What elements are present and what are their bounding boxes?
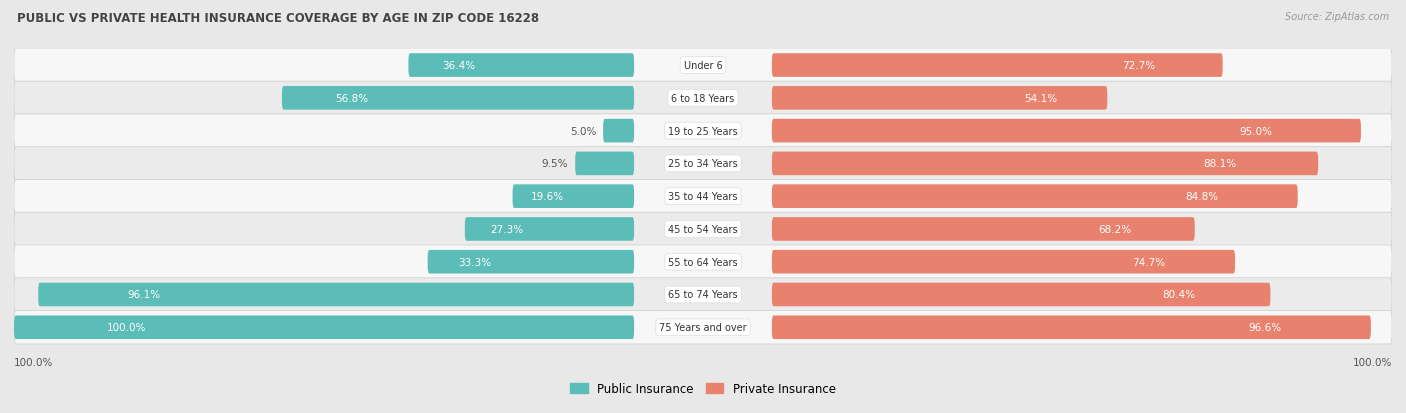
Text: 35 to 44 Years: 35 to 44 Years	[668, 192, 738, 202]
Text: Under 6: Under 6	[683, 61, 723, 71]
Text: 74.7%: 74.7%	[1132, 257, 1166, 267]
Text: 55 to 64 Years: 55 to 64 Years	[668, 257, 738, 267]
Text: 68.2%: 68.2%	[1098, 224, 1132, 234]
Text: 9.5%: 9.5%	[541, 159, 568, 169]
FancyBboxPatch shape	[283, 87, 634, 110]
Text: 95.0%: 95.0%	[1240, 126, 1272, 136]
FancyBboxPatch shape	[427, 250, 634, 274]
Text: 19.6%: 19.6%	[531, 192, 564, 202]
Text: 96.1%: 96.1%	[128, 290, 160, 300]
Text: 27.3%: 27.3%	[491, 224, 523, 234]
Text: 33.3%: 33.3%	[458, 257, 492, 267]
Text: 100.0%: 100.0%	[107, 323, 146, 332]
FancyBboxPatch shape	[772, 54, 1223, 78]
FancyBboxPatch shape	[772, 87, 1108, 110]
Text: 45 to 54 Years: 45 to 54 Years	[668, 224, 738, 234]
FancyBboxPatch shape	[772, 283, 1271, 306]
Text: 36.4%: 36.4%	[443, 61, 475, 71]
FancyBboxPatch shape	[408, 54, 634, 78]
Text: 88.1%: 88.1%	[1204, 159, 1236, 169]
Text: 6 to 18 Years: 6 to 18 Years	[672, 94, 734, 104]
FancyBboxPatch shape	[575, 152, 634, 176]
Text: 54.1%: 54.1%	[1024, 94, 1057, 104]
Text: 5.0%: 5.0%	[569, 126, 596, 136]
Text: 100.0%: 100.0%	[14, 357, 53, 367]
Text: Source: ZipAtlas.com: Source: ZipAtlas.com	[1285, 12, 1389, 22]
Text: 84.8%: 84.8%	[1185, 192, 1219, 202]
FancyBboxPatch shape	[772, 250, 1234, 274]
Text: 72.7%: 72.7%	[1122, 61, 1156, 71]
Text: 100.0%: 100.0%	[1353, 357, 1392, 367]
Text: 56.8%: 56.8%	[335, 94, 368, 104]
FancyBboxPatch shape	[14, 180, 1392, 214]
FancyBboxPatch shape	[772, 119, 1361, 143]
FancyBboxPatch shape	[14, 49, 1392, 83]
Text: 65 to 74 Years: 65 to 74 Years	[668, 290, 738, 300]
FancyBboxPatch shape	[14, 82, 1392, 115]
FancyBboxPatch shape	[513, 185, 634, 209]
FancyBboxPatch shape	[14, 316, 634, 339]
Text: 25 to 34 Years: 25 to 34 Years	[668, 159, 738, 169]
FancyBboxPatch shape	[772, 152, 1319, 176]
FancyBboxPatch shape	[14, 213, 1392, 246]
Text: 19 to 25 Years: 19 to 25 Years	[668, 126, 738, 136]
Text: 80.4%: 80.4%	[1163, 290, 1195, 300]
FancyBboxPatch shape	[603, 119, 634, 143]
FancyBboxPatch shape	[772, 218, 1195, 241]
FancyBboxPatch shape	[14, 245, 1392, 279]
FancyBboxPatch shape	[772, 316, 1371, 339]
FancyBboxPatch shape	[14, 115, 1392, 148]
Text: 75 Years and over: 75 Years and over	[659, 323, 747, 332]
Text: 96.6%: 96.6%	[1249, 323, 1281, 332]
FancyBboxPatch shape	[465, 218, 634, 241]
FancyBboxPatch shape	[14, 147, 1392, 180]
FancyBboxPatch shape	[14, 278, 1392, 311]
Legend: Public Insurance, Private Insurance: Public Insurance, Private Insurance	[571, 382, 835, 395]
FancyBboxPatch shape	[38, 283, 634, 306]
FancyBboxPatch shape	[772, 185, 1298, 209]
Text: PUBLIC VS PRIVATE HEALTH INSURANCE COVERAGE BY AGE IN ZIP CODE 16228: PUBLIC VS PRIVATE HEALTH INSURANCE COVER…	[17, 12, 538, 25]
FancyBboxPatch shape	[14, 311, 1392, 344]
